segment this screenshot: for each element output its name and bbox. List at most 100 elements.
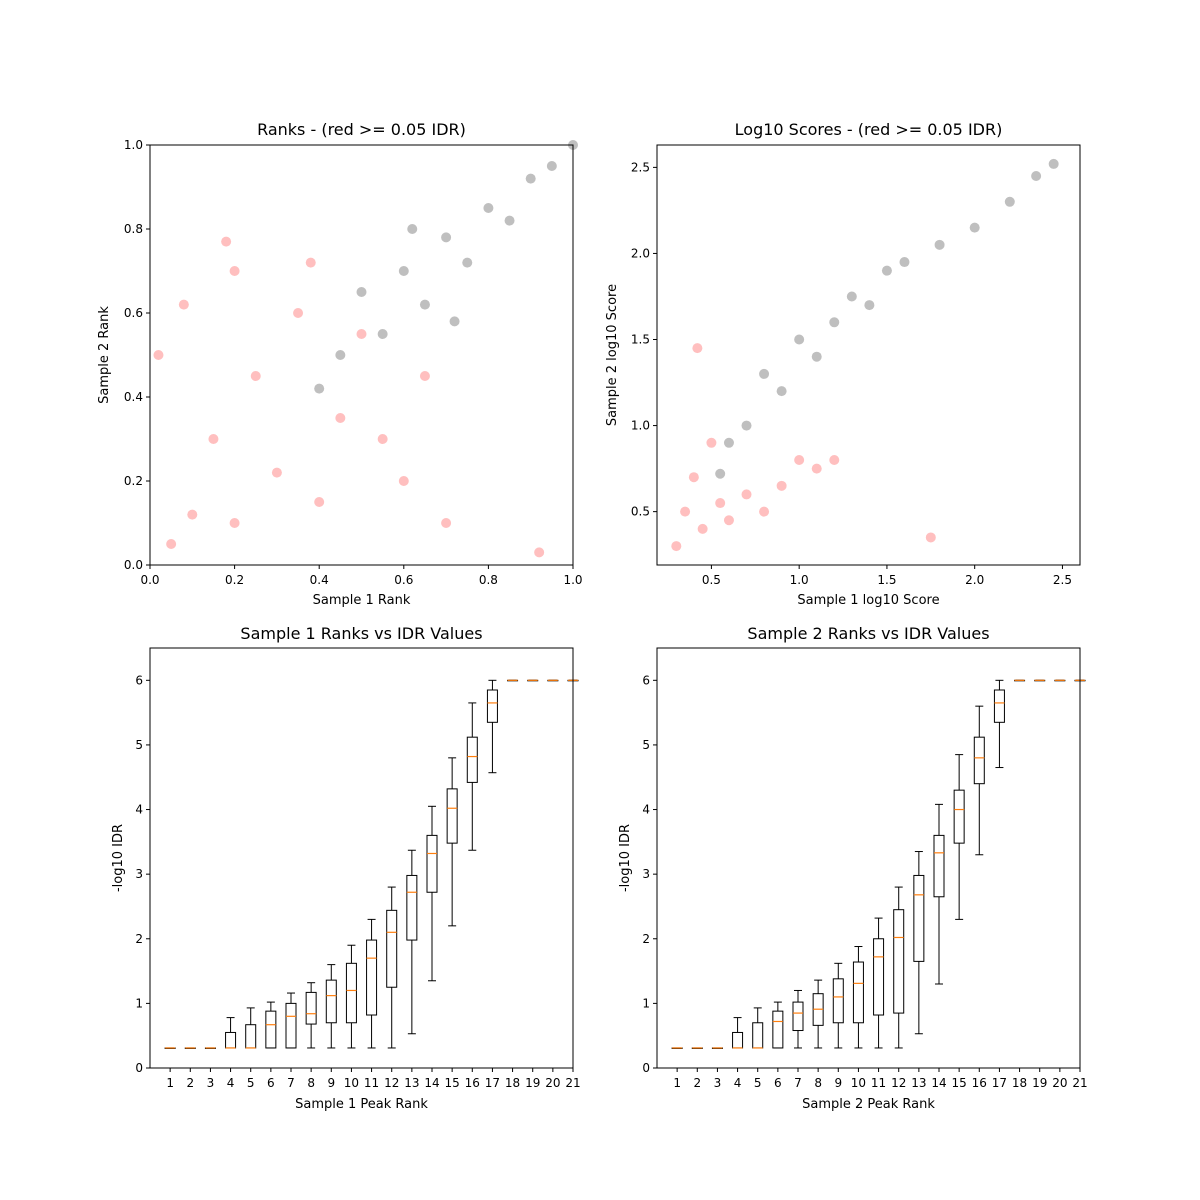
sample2-x-tick-label: 18	[1012, 1076, 1027, 1090]
ranks-point-series-1	[271, 467, 282, 478]
sample1-x-tick-label: 3	[207, 1076, 215, 1090]
ranks-y-tick-label: 0.4	[124, 390, 143, 404]
sample2-x-tick-label: 20	[1052, 1076, 1067, 1090]
sample1-x-tick-label: 19	[525, 1076, 540, 1090]
sample2-x-tick-label: 1	[673, 1076, 681, 1090]
ranks-point-series-1	[441, 518, 452, 528]
sample1-x-tick-label: 20	[545, 1076, 560, 1090]
ranks-point-series-2	[335, 350, 346, 360]
sample1-x-tick-label: 8	[307, 1076, 315, 1090]
sample2-x-tick-label: 2	[693, 1076, 701, 1090]
sample1-x-tick-label: 14	[424, 1076, 439, 1090]
scores-point-series-1	[759, 506, 770, 517]
sample1-y-tick-label: 6	[135, 673, 143, 687]
sample2-x-tick-label: 11	[871, 1076, 886, 1090]
sample2-y-tick-label: 6	[642, 673, 650, 687]
sample1-x-tick-label: 6	[267, 1076, 275, 1090]
sample2-x-tick-label: 4	[734, 1076, 742, 1090]
sample1-x-label: Sample 1 Peak Rank	[295, 1097, 428, 1112]
ranks-point-series-2	[525, 173, 536, 184]
scores-x-tick-label: 1.0	[790, 573, 809, 587]
ranks-y-tick-label: 0.8	[124, 222, 143, 236]
scores-y-label: Sample 2 log10 Score	[605, 284, 620, 426]
sample1-y-tick-label: 2	[135, 932, 143, 946]
sample1-box-iqr	[446, 788, 458, 844]
panel-ranks: Ranks - (red >= 0.05 IDR) Sample 1 Rank …	[97, 120, 583, 608]
sample2-x-tick-label: 17	[992, 1076, 1007, 1090]
sample2-axes-frame	[656, 647, 1081, 1069]
sample1-y-tick-label: 0	[135, 1061, 143, 1075]
sample2-box-iqr	[993, 689, 1005, 723]
sample1-y-tick-label: 1	[135, 996, 143, 1010]
sample2-x-tick-label: 6	[774, 1076, 782, 1090]
sample1-box-iqr	[305, 991, 317, 1025]
scores-axes-frame	[656, 144, 1081, 566]
scores-ticks: 0.5 1.0 1.5 2.0 2.5 0.5 1.0 1.5 2.0 2.5	[631, 160, 1072, 587]
ranks-point-series-1	[229, 266, 240, 276]
sample1-x-tick-label: 4	[227, 1076, 235, 1090]
sample2-x-tick-label: 13	[911, 1076, 926, 1090]
sample1-box-iqr	[325, 979, 337, 1024]
ranks-y-tick-label: 0.6	[124, 306, 143, 320]
scores-point-series-2	[759, 368, 770, 379]
scores-x-tick-label: 1.5	[877, 573, 896, 587]
ranks-point-series-2	[407, 224, 418, 234]
ranks-point-series-2	[504, 215, 515, 226]
ranks-point-series-1	[398, 476, 409, 486]
ranks-point-series-1	[178, 299, 189, 310]
ranks-y-tick-label: 0.0	[124, 558, 143, 572]
sample1-x-tick-label: 12	[384, 1076, 399, 1090]
ranks-point-series-2	[419, 299, 430, 310]
sample2-x-tick-label: 3	[714, 1076, 722, 1090]
sample2-x-tick-label: 19	[1032, 1076, 1047, 1090]
ranks-title: Ranks - (red >= 0.05 IDR)	[257, 120, 466, 139]
ranks-point-series-1	[335, 413, 346, 423]
sample1-axes-frame	[149, 647, 574, 1069]
ranks-ticks: 0.0 0.2 0.4 0.6 0.8 1.0 0.0 0.2 0.4 0.6 0.8 1.0	[124, 138, 583, 587]
ranks-point-series-2	[546, 161, 557, 171]
scores-point-series-1	[811, 463, 822, 474]
scores-point-series-1	[776, 480, 787, 491]
scores-y-tick-label: 1.0	[631, 419, 650, 433]
sample1-box-iqr	[386, 909, 398, 988]
sample2-x-tick-label: 21	[1072, 1076, 1087, 1090]
scores-plot-layer	[671, 158, 1059, 552]
sample2-x-tick-label: 9	[834, 1076, 842, 1090]
scores-y-tick-label: 1.5	[631, 333, 650, 347]
scores-x-tick-label: 2.5	[1053, 573, 1072, 587]
scores-title: Log10 Scores - (red >= 0.05 IDR)	[735, 120, 1003, 139]
ranks-point-series-2	[483, 203, 494, 213]
sample2-x-tick-label: 15	[952, 1076, 967, 1090]
sample1-y-tick-label: 3	[135, 867, 143, 881]
sample2-box-iqr	[913, 874, 925, 962]
scores-point-series-2	[1031, 170, 1042, 181]
sample1-box-iqr	[486, 689, 498, 723]
ranks-point-series-2	[441, 232, 452, 243]
ranks-point-series-2	[449, 316, 460, 327]
sample1-box-iqr	[366, 939, 378, 1016]
scores-point-series-2	[1004, 196, 1015, 207]
ranks-point-series-1	[166, 539, 177, 549]
ranks-point-series-1	[419, 371, 430, 381]
scores-point-series-2	[934, 239, 945, 250]
ranks-point-series-2	[314, 383, 325, 394]
sample2-x-tick-label: 8	[814, 1076, 822, 1090]
ranks-point-series-1	[208, 434, 219, 444]
ranks-point-series-1	[356, 329, 367, 339]
sample2-box-iqr	[772, 1010, 784, 1049]
sample2-x-tick-label: 12	[891, 1076, 906, 1090]
sample2-x-tick-label: 5	[754, 1076, 762, 1090]
scores-point-series-1	[671, 541, 682, 552]
sample1-x-tick-label: 21	[565, 1076, 580, 1090]
ranks-y-tick-label: 0.2	[124, 474, 143, 488]
scores-point-series-2	[776, 386, 787, 397]
ranks-point-series-2	[356, 287, 367, 297]
sample1-x-tick-label: 2	[186, 1076, 194, 1090]
ranks-point-series-2	[377, 329, 388, 339]
sample1-x-tick-label: 17	[485, 1076, 500, 1090]
sample1-x-tick-label: 11	[364, 1076, 379, 1090]
sample1-title: Sample 1 Ranks vs IDR Values	[240, 624, 482, 643]
